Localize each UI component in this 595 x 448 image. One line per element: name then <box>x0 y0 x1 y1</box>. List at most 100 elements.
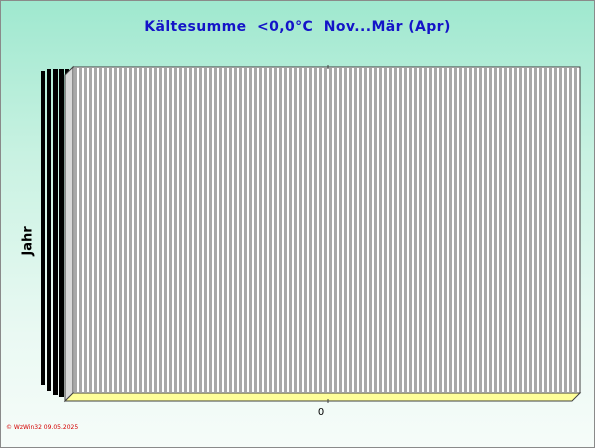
plot-stripe <box>169 68 172 392</box>
plot-stripe <box>164 68 167 392</box>
plot-stripe <box>544 68 547 392</box>
plot-stripe <box>114 68 117 392</box>
plot-stripe <box>144 68 147 392</box>
plot-stripe <box>549 68 552 392</box>
plot-stripe <box>129 68 132 392</box>
plot-stripe <box>379 68 382 392</box>
footer-credit: © WzWin32 09.05.2025 <box>6 424 79 431</box>
plot-stripe <box>324 68 327 392</box>
plot-stripe <box>509 68 512 392</box>
plot-stripe <box>219 68 222 392</box>
plot-stripe <box>309 68 312 392</box>
plot-stripe <box>554 68 557 392</box>
y-axis-label: Jahr <box>20 226 36 256</box>
plot-stripe <box>374 68 377 392</box>
plot-side-wall <box>64 65 74 403</box>
plot-stripe <box>264 68 267 392</box>
x-tick-label: 0 <box>318 407 324 418</box>
plot-stripe <box>504 68 507 392</box>
plot-stripe <box>119 68 122 392</box>
plot-area <box>63 65 582 403</box>
chart-title: Kältesumme <0,0°C Nov...Mär (Apr) <box>144 19 451 35</box>
plot-stripe <box>394 68 397 392</box>
plot-stripe <box>184 68 187 392</box>
plot-stripe <box>139 68 142 392</box>
plot-stripe <box>419 68 422 392</box>
plot-stripe <box>279 68 282 392</box>
plot-stripe <box>364 68 367 392</box>
plot-stripe <box>149 68 152 392</box>
plot-stripe <box>84 68 87 392</box>
plot-stripe <box>154 68 157 392</box>
plot-stripe <box>199 68 202 392</box>
plot-stripe <box>384 68 387 392</box>
plot-stripe <box>244 68 247 392</box>
x-axis: 0 <box>318 399 329 418</box>
year-axis-bar <box>53 69 58 395</box>
plot-stripe <box>474 68 477 392</box>
plot-stripe <box>269 68 272 392</box>
plot-stripe <box>204 68 207 392</box>
plot-stripe <box>519 68 522 392</box>
plot-stripe <box>109 68 112 392</box>
plot-stripe <box>334 68 337 392</box>
plot-stripe <box>514 68 517 392</box>
plot-stripe <box>319 68 322 392</box>
plot-stripe <box>239 68 242 392</box>
plot-stripe <box>349 68 352 392</box>
plot-stripe <box>449 68 452 392</box>
plot-stripe <box>294 68 297 392</box>
plot-stripe <box>569 68 572 392</box>
plot-stripe <box>104 68 107 392</box>
plot-stripe <box>484 68 487 392</box>
plot-stripe <box>224 68 227 392</box>
year-axis-bar <box>59 69 64 397</box>
plot-stripe <box>194 68 197 392</box>
plot-stripe <box>339 68 342 392</box>
plot-stripe <box>444 68 447 392</box>
plot-stripe <box>189 68 192 392</box>
plot-stripe <box>329 68 332 392</box>
plot-stripe <box>404 68 407 392</box>
plot-stripe <box>499 68 502 392</box>
plot-stripe <box>159 68 162 392</box>
plot-stripe <box>439 68 442 392</box>
plot-stripe <box>539 68 542 392</box>
plot-stripe <box>424 68 427 392</box>
plot-stripe <box>434 68 437 392</box>
plot-stripe <box>214 68 217 392</box>
plot-stripe <box>284 68 287 392</box>
plot-stripe <box>259 68 262 392</box>
plot-stripe <box>574 68 577 392</box>
plot-stripe <box>369 68 372 392</box>
plot-stripe <box>489 68 492 392</box>
plot-stripe <box>464 68 467 392</box>
year-axis-bar <box>41 71 45 385</box>
plot-stripe <box>89 68 92 392</box>
plot-stripe <box>399 68 402 392</box>
plot-stripe <box>304 68 307 392</box>
plot-stripe <box>359 68 362 392</box>
plot-stripe <box>344 68 347 392</box>
plot-stripe <box>564 68 567 392</box>
plot-stripe <box>249 68 252 392</box>
plot-stripe <box>234 68 237 392</box>
plot-stripe <box>414 68 417 392</box>
plot-floor <box>63 392 582 402</box>
plot-stripe <box>559 68 562 392</box>
plot-stripe <box>479 68 482 392</box>
plot-stripe <box>494 68 497 392</box>
plot-stripe <box>74 68 77 392</box>
plot-stripe <box>459 68 462 392</box>
plot-stripe <box>94 68 97 392</box>
plot-stripe <box>314 68 317 392</box>
plot-stripe <box>179 68 182 392</box>
plot-stripe <box>354 68 357 392</box>
plot-stripe <box>124 68 127 392</box>
plot-stripe <box>454 68 457 392</box>
year-axis-bar <box>47 69 51 391</box>
plot-stripe <box>429 68 432 392</box>
plot-stripe <box>289 68 292 392</box>
plot-stripe <box>134 68 137 392</box>
